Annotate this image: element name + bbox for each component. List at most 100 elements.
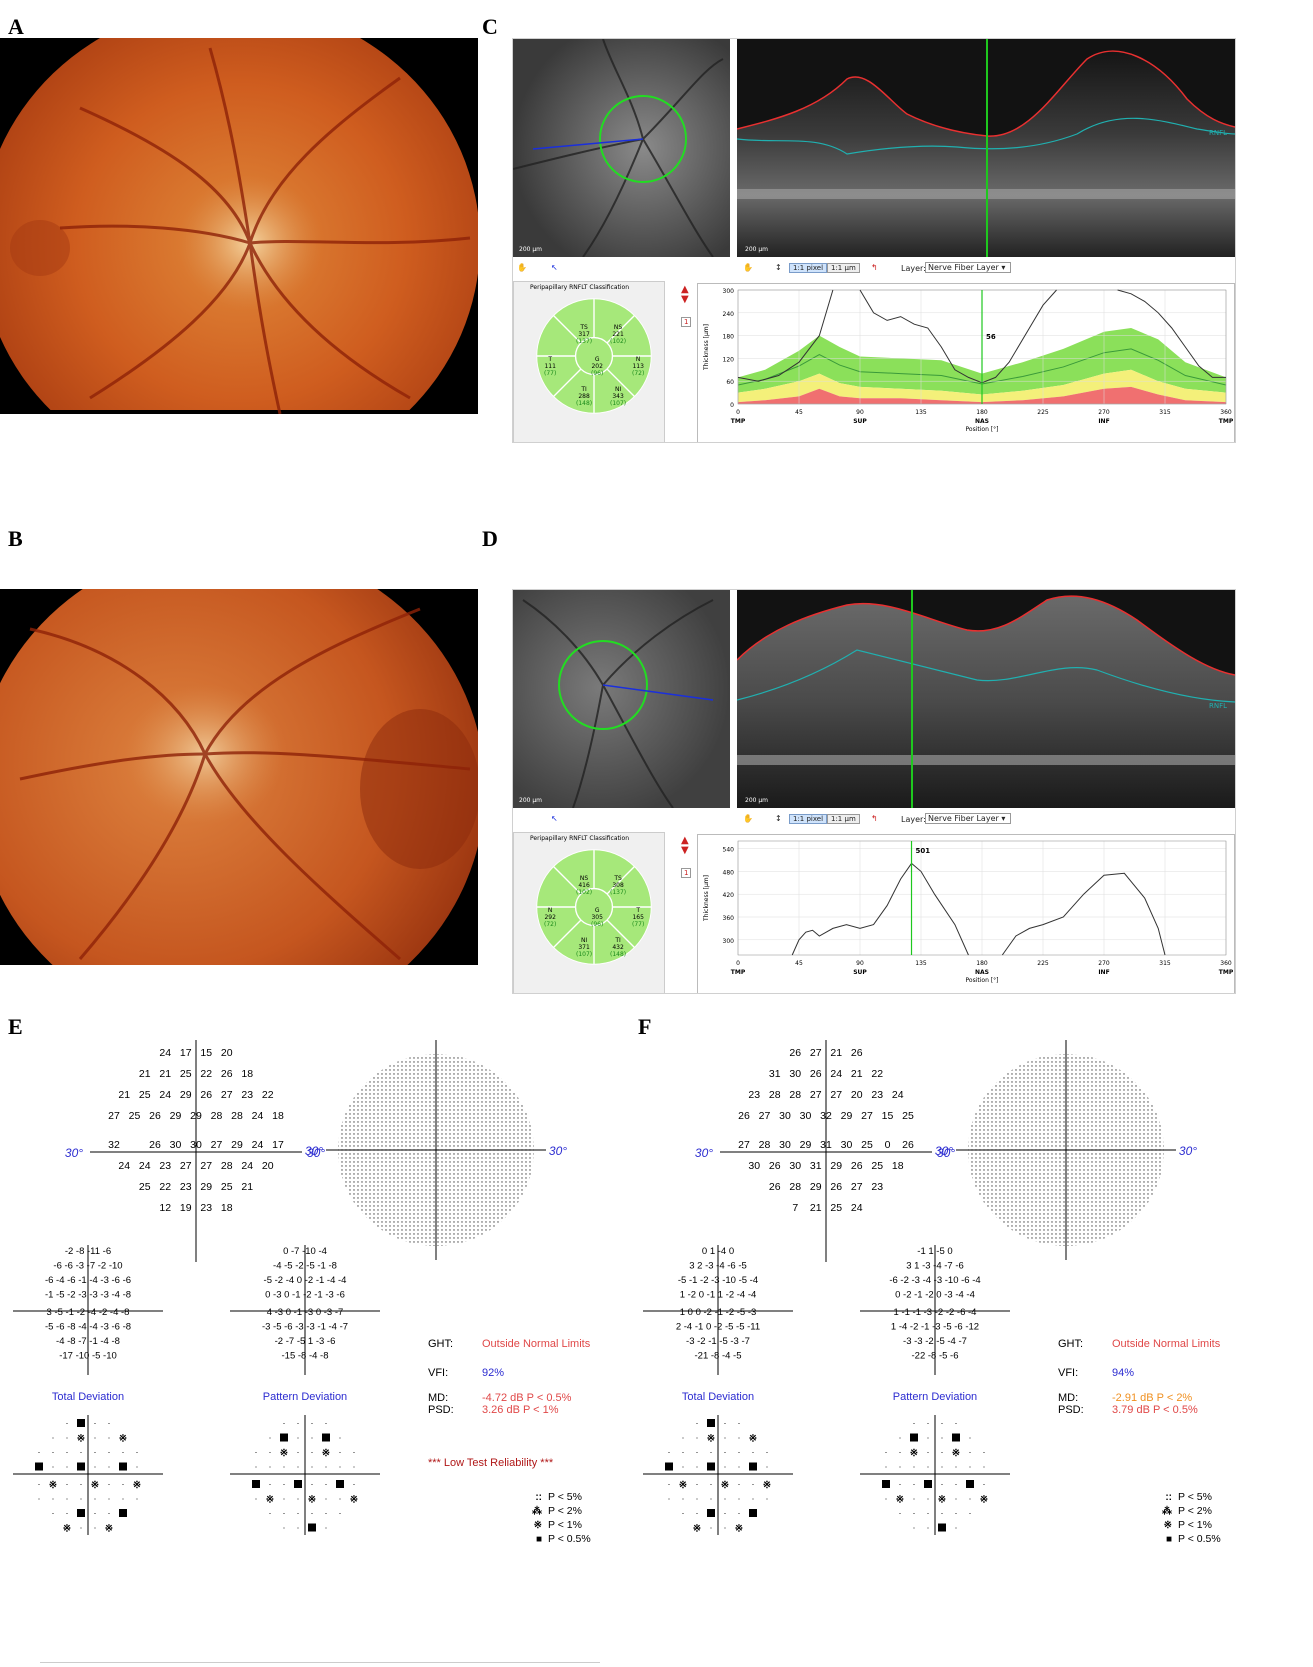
ght-value: Outside Normal Limits — [1112, 1338, 1221, 1350]
pattern-deviation-prob-symbol: · — [983, 1447, 986, 1457]
total-deviation-prob-symbol: ※ — [707, 1434, 715, 1445]
pattern-deviation-prob-symbol: · — [311, 1447, 314, 1457]
total-deviation-prob-symbol: · — [710, 1523, 713, 1533]
total-deviation-prob-symbol: · — [682, 1447, 685, 1457]
plot-frame — [737, 840, 1227, 956]
total-deviation-prob-symbol — [707, 1419, 715, 1427]
nav-arrows[interactable]: ▲ ▼ — [681, 284, 689, 305]
total-deviation-prob-symbol: ※ — [91, 1480, 99, 1491]
x-tick-label: 315 — [1159, 409, 1171, 416]
legend-label: P < 5% — [1178, 1491, 1212, 1503]
panel-label-d: D — [482, 526, 498, 551]
sensitivity-value: 23 — [748, 1089, 760, 1101]
sensitivity-value: 20 — [851, 1089, 863, 1101]
panel-label-f: F — [638, 1014, 652, 1039]
total-deviation-prob-symbol: · — [66, 1494, 69, 1504]
legend-symbol-dots: :: — [535, 1492, 542, 1503]
pattern-deviation-prob-symbol: · — [885, 1447, 888, 1457]
legend-label: P < 1% — [548, 1519, 582, 1531]
rnfl-thickness-profile-d: 540 480 420 360 300 0 45 90 135 180 225 270 315 360 TM… — [697, 834, 1235, 993]
total-deviation-row: -1 -5 -2 -3 -3 -3 -4 -8 — [45, 1290, 131, 1301]
sector-ni-d: NI 371 (107) — [576, 937, 593, 958]
total-deviation-prob-symbol: ※ — [63, 1524, 71, 1535]
total-deviation-prob-symbol: · — [738, 1447, 741, 1457]
hand-icon-d[interactable]: ✋ — [743, 814, 753, 823]
hand-icon-2[interactable]: ✋ — [743, 263, 753, 272]
sensitivity-value: 27 — [759, 1110, 771, 1122]
sensitivity-value: 20 — [262, 1160, 274, 1172]
sensitivity-value: 21 — [118, 1089, 130, 1101]
sector-ts: TS 317 (137) — [576, 324, 593, 345]
pattern-deviation-prob-symbol: · — [941, 1447, 944, 1457]
sensitivity-value: 28 — [221, 1160, 233, 1172]
total-deviation-prob-symbol: ※ — [133, 1480, 141, 1491]
total-deviation-prob-symbol: · — [724, 1418, 727, 1428]
sensitivity-value: 29 — [841, 1110, 853, 1122]
hand-icon[interactable]: ✋ — [517, 263, 527, 272]
pattern-deviation-prob-symbol: · — [927, 1447, 930, 1457]
sensitivity-value: 30 — [748, 1160, 760, 1172]
sensitivity-value: 26 — [738, 1110, 750, 1122]
total-deviation-prob-symbol: · — [38, 1447, 41, 1457]
total-deviation-prob-symbol: · — [108, 1447, 111, 1457]
pointer-tool-icon[interactable]: ↖ — [551, 263, 558, 272]
total-deviation-row: -17 -10 -5 -10 — [59, 1351, 117, 1362]
legend-label: P < 5% — [548, 1491, 582, 1503]
total-deviation-prob-symbol: · — [738, 1494, 741, 1504]
fit-height-icon-d[interactable]: ↕ — [775, 814, 782, 823]
sensitivity-value: 26 — [200, 1089, 212, 1101]
pixel-scale-button[interactable]: 1:1 pixel — [789, 263, 828, 273]
x-tick-label: 225 — [1037, 960, 1049, 967]
sensitivity-value: 22 — [871, 1068, 883, 1080]
micron-scale-button-d[interactable]: 1:1 µm — [827, 814, 860, 824]
pixel-scale-button-d[interactable]: 1:1 pixel — [789, 814, 828, 824]
sensitivity-value: 15 — [882, 1110, 894, 1122]
sensitivity-value: 26 — [902, 1139, 914, 1151]
legend-symbol-dark: ※ — [1164, 1520, 1172, 1531]
sensitivity-value: 26 — [851, 1160, 863, 1172]
sensitivity-value: 30 — [190, 1139, 202, 1151]
total-deviation-prob-symbol: ※ — [49, 1480, 57, 1491]
sensitivity-value: 30 — [779, 1139, 791, 1151]
y-tick-label: 480 — [723, 869, 735, 876]
nav-arrows-d[interactable]: ▲ ▼ — [681, 835, 689, 856]
sector-n-d: N 292 (72) — [544, 907, 557, 928]
total-deviation-prob-symbol: · — [696, 1418, 699, 1428]
pattern-deviation-prob-symbol: · — [283, 1479, 286, 1489]
pattern-deviation-prob-symbol: · — [325, 1508, 328, 1518]
pattern-deviation-prob-symbol: · — [913, 1462, 916, 1472]
fit-height-icon[interactable]: ↕ — [775, 263, 782, 272]
reset-icon-d[interactable]: ↰ — [871, 814, 878, 823]
total-deviation-prob-symbol: · — [738, 1462, 741, 1472]
pattern-deviation-prob-symbol — [966, 1480, 974, 1488]
total-deviation-prob-symbol: · — [52, 1494, 55, 1504]
sensitivity-value: 31 — [810, 1160, 822, 1172]
pointer-tool-icon-d[interactable]: ↖ — [551, 814, 558, 823]
sensitivity-value: 28 — [789, 1089, 801, 1101]
sector-ti: TI 288 (148) — [576, 386, 593, 407]
total-deviation-row: -4 -8 -7 -1 -4 -8 — [56, 1336, 120, 1347]
total-deviation-prob-symbol — [119, 1509, 127, 1517]
layer-select[interactable]: Nerve Fiber Layer ▾ — [925, 262, 1011, 273]
pattern-deviation-prob-symbol: ※ — [952, 1448, 960, 1459]
total-deviation-prob-symbol: · — [724, 1447, 727, 1457]
total-deviation-prob-symbol: · — [108, 1433, 111, 1443]
total-deviation-prob-symbol: · — [66, 1418, 69, 1428]
md-label: MD: — [1058, 1392, 1078, 1404]
micron-scale-button[interactable]: 1:1 µm — [827, 263, 860, 273]
sensitivity-value: 28 — [759, 1139, 771, 1151]
y-tick-label: 180 — [723, 334, 735, 341]
total-deviation-prob-symbol: · — [696, 1433, 699, 1443]
total-deviation-prob-symbol: · — [766, 1447, 769, 1457]
x-tick-label: 0 — [736, 960, 740, 967]
reset-icon[interactable]: ↰ — [871, 263, 878, 272]
pattern-deviation-prob-symbol: · — [941, 1479, 944, 1489]
pattern-deviation-prob-symbol: · — [969, 1433, 972, 1443]
pattern-deviation-prob-symbol — [308, 1523, 316, 1532]
bottom-divider — [40, 1662, 600, 1663]
sensitivity-value: 21 — [241, 1181, 253, 1193]
pattern-deviation-prob-symbol: · — [913, 1418, 916, 1428]
total-deviation-prob-symbol: · — [724, 1494, 727, 1504]
layer-select-d[interactable]: Nerve Fiber Layer ▾ — [925, 813, 1011, 824]
total-deviation-prob-symbol: · — [724, 1523, 727, 1533]
